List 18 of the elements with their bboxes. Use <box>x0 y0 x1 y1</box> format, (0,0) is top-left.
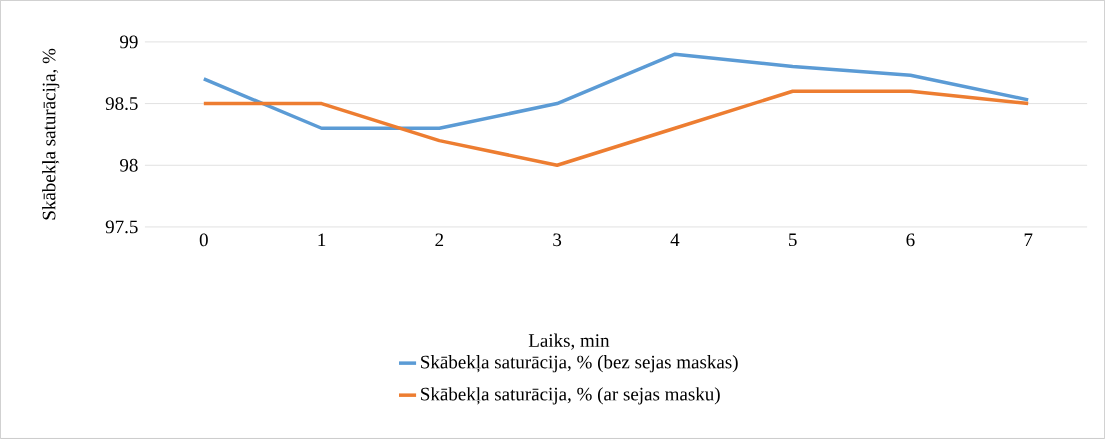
x-tick-label: 7 <box>1024 233 1033 246</box>
x-tick-label: 1 <box>318 233 326 247</box>
y-tick-label: 98 <box>120 158 138 172</box>
y-tick-label: 97.5 <box>105 220 138 234</box>
legend-label: Skābekļa saturācija, % (bez sejas maskas) <box>421 355 738 373</box>
x-tick-label: 6 <box>906 233 915 247</box>
x-tick-label: 5 <box>789 233 797 247</box>
x-tick-label: 2 <box>435 233 444 247</box>
x-tick-label: 4 <box>670 233 680 247</box>
y-tick-label: 99 <box>120 35 138 49</box>
line-series <box>202 52 1030 131</box>
x-tick-label: 3 <box>553 233 562 247</box>
x-axis-title: Laiks, min <box>528 333 610 350</box>
legend-label: Skābekļa saturācija, % (ar sejas masku) <box>421 387 720 405</box>
y-axis-title: Skābekļa saturācija, % <box>42 48 60 220</box>
x-tick-label: 0 <box>199 233 208 247</box>
y-tick-label: 98.5 <box>105 97 138 111</box>
line-series <box>202 89 1030 168</box>
